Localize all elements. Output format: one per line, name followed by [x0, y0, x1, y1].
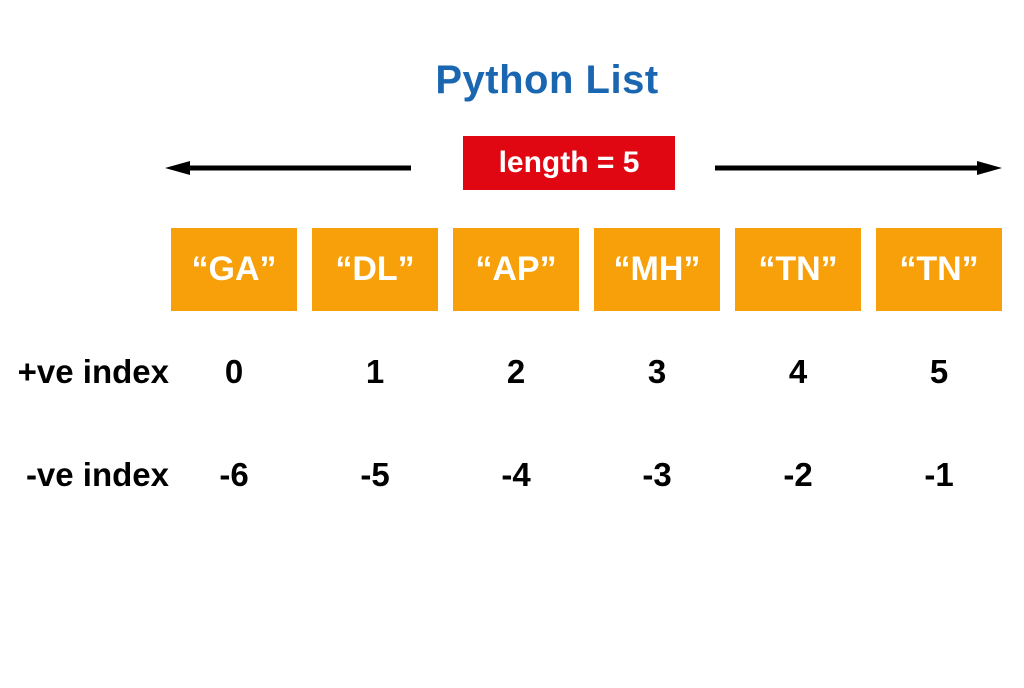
positive-index-value: 0 — [224, 353, 244, 390]
negative-index-value: -6 — [219, 456, 249, 493]
negative-index-value: -2 — [783, 456, 813, 493]
list-item: “DL” — [312, 228, 438, 311]
list-item: “MH” — [594, 228, 720, 311]
negative-index-value: -3 — [642, 456, 672, 493]
list-row: “GA” “DL” “AP” “MH” “TN” “TN” — [171, 228, 1002, 311]
positive-index-value: 2 — [506, 353, 526, 390]
list-item: “GA” — [171, 228, 297, 311]
positive-index-value: 3 — [647, 353, 667, 390]
list-item: “AP” — [453, 228, 579, 311]
negative-index-value: -4 — [501, 456, 531, 493]
page-title: Python List — [435, 58, 659, 102]
positive-index-value: 1 — [365, 353, 385, 390]
positive-index-label: +ve index — [17, 353, 169, 390]
negative-index-row: -ve index -6 -5 -4 -3 -2 -1 — [0, 455, 1002, 495]
positive-index-value: 5 — [929, 353, 949, 390]
length-badge: length = 5 — [463, 136, 675, 190]
positive-index-row: +ve index 0 1 2 3 4 5 — [0, 352, 1002, 392]
negative-index-value: -5 — [360, 456, 390, 493]
negative-index-value: -1 — [924, 456, 954, 493]
negative-index-label: -ve index — [25, 456, 169, 493]
positive-index-value: 4 — [788, 353, 808, 390]
list-item: “TN” — [735, 228, 861, 311]
list-item: “TN” — [876, 228, 1002, 311]
right-arrow-icon — [715, 160, 1002, 176]
left-arrow-icon — [165, 160, 411, 176]
